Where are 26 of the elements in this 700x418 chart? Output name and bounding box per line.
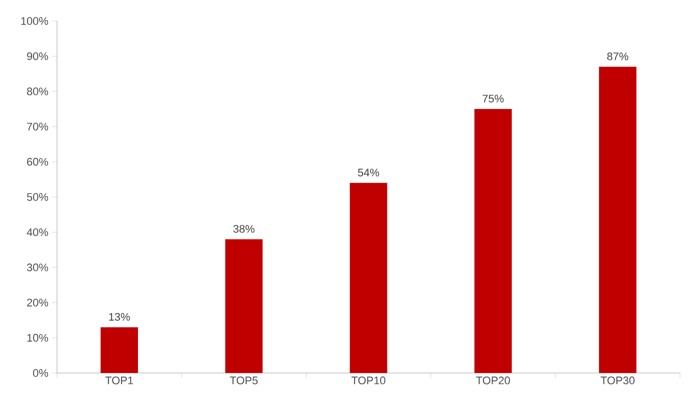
y-tick-label: 50%	[26, 193, 48, 201]
y-tick-label: 70%	[27, 122, 48, 130]
y-tick-label: 0%	[33, 369, 48, 377]
y-tick-label: 40%	[26, 228, 48, 236]
bar	[474, 108, 512, 373]
bar	[599, 66, 636, 373]
x-tick-label: TOP10	[351, 376, 386, 384]
x-tick-label: TOP20	[476, 376, 510, 384]
data-label: 54%	[358, 168, 380, 176]
data-label: 87%	[607, 52, 628, 60]
y-tick-label: 80%	[27, 88, 48, 96]
y-tick-label: 100%	[21, 17, 48, 25]
x-tick-label: TOP1	[105, 376, 133, 384]
x-tick-label: TOP30	[600, 376, 635, 384]
x-tick-label: TOP5	[230, 376, 258, 384]
data-label: 13%	[109, 312, 130, 321]
y-tick-label: 30%	[26, 264, 48, 272]
y-tick-label: 90%	[27, 52, 48, 60]
bar	[100, 327, 138, 373]
y-tick-label: 60%	[27, 158, 48, 166]
y-tick-label: 20%	[27, 298, 48, 306]
bar	[225, 239, 263, 373]
data-label: 75%	[482, 94, 504, 102]
bar	[350, 182, 388, 373]
y-tick-label: 10%	[27, 334, 48, 342]
data-label: 38%	[233, 224, 254, 233]
